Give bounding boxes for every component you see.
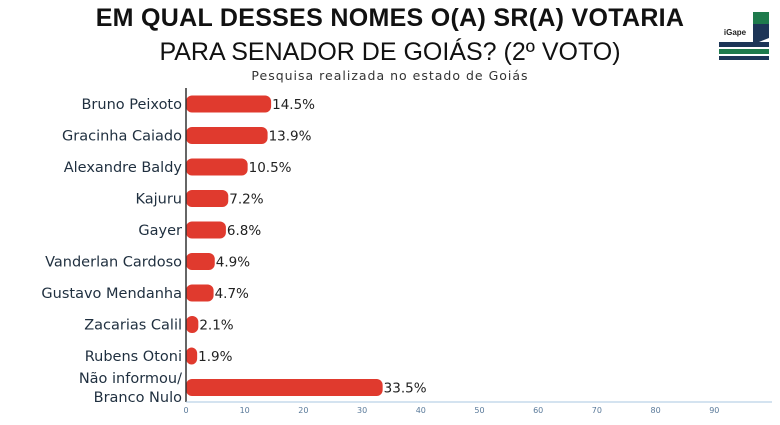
igape-logo: [719, 12, 769, 60]
category-label: Gayer: [138, 223, 182, 239]
x-tick-label: 60: [533, 406, 543, 415]
bar: [186, 284, 214, 302]
bar: [186, 158, 248, 176]
bar: [186, 316, 199, 333]
chart-subtitle: PARA SENADOR DE GOIÁS? (2º VOTO): [159, 38, 621, 66]
category-label: Não informou/Branco Nulo: [79, 371, 182, 406]
value-label: 10.5%: [249, 160, 292, 176]
category-label: Gustavo Mendanha: [41, 286, 182, 302]
bar: [186, 379, 383, 396]
chart-title: EM QUAL DESSES NOMES O(A) SR(A) VOTARIA: [95, 4, 685, 32]
value-label: 6.8%: [227, 223, 261, 239]
bar: [186, 127, 268, 144]
x-tick-label: 40: [416, 406, 426, 415]
value-label: 13.9%: [269, 129, 312, 145]
bar: [186, 221, 226, 239]
x-tick-label: 90: [709, 406, 719, 415]
value-label: 14.5%: [272, 97, 315, 113]
value-label: 7.2%: [229, 192, 263, 208]
category-label: Vanderlan Cardoso: [45, 255, 182, 271]
x-tick-label: 70: [592, 406, 602, 415]
value-label: 1.9%: [198, 349, 232, 365]
x-tick-label: 30: [357, 406, 367, 415]
category-label: Zacarias Calil: [84, 318, 182, 334]
x-tick-label: 80: [651, 406, 661, 415]
category-label: Bruno Peixoto: [81, 97, 182, 113]
bar: [186, 347, 198, 365]
category-label: Rubens Otoni: [85, 349, 182, 365]
x-tick-label: 0: [183, 406, 188, 415]
x-tick-label: 50: [474, 406, 484, 415]
value-label: 33.5%: [384, 381, 427, 397]
x-tick-label: 20: [298, 406, 308, 415]
x-tick-label: 10: [240, 406, 250, 415]
bar: [186, 190, 229, 207]
category-label: Gracinha Caiado: [62, 129, 182, 145]
value-label: 4.9%: [216, 255, 250, 271]
category-label: Kajuru: [135, 192, 182, 208]
logo-text: iGape: [723, 28, 747, 37]
value-label: 2.1%: [199, 318, 233, 334]
value-label: 4.7%: [215, 286, 249, 302]
bar: [186, 253, 215, 270]
chart-caption: Pesquisa realizada no estado de Goiás: [251, 68, 529, 83]
category-label: Alexandre Baldy: [64, 160, 183, 176]
bar: [186, 95, 272, 113]
